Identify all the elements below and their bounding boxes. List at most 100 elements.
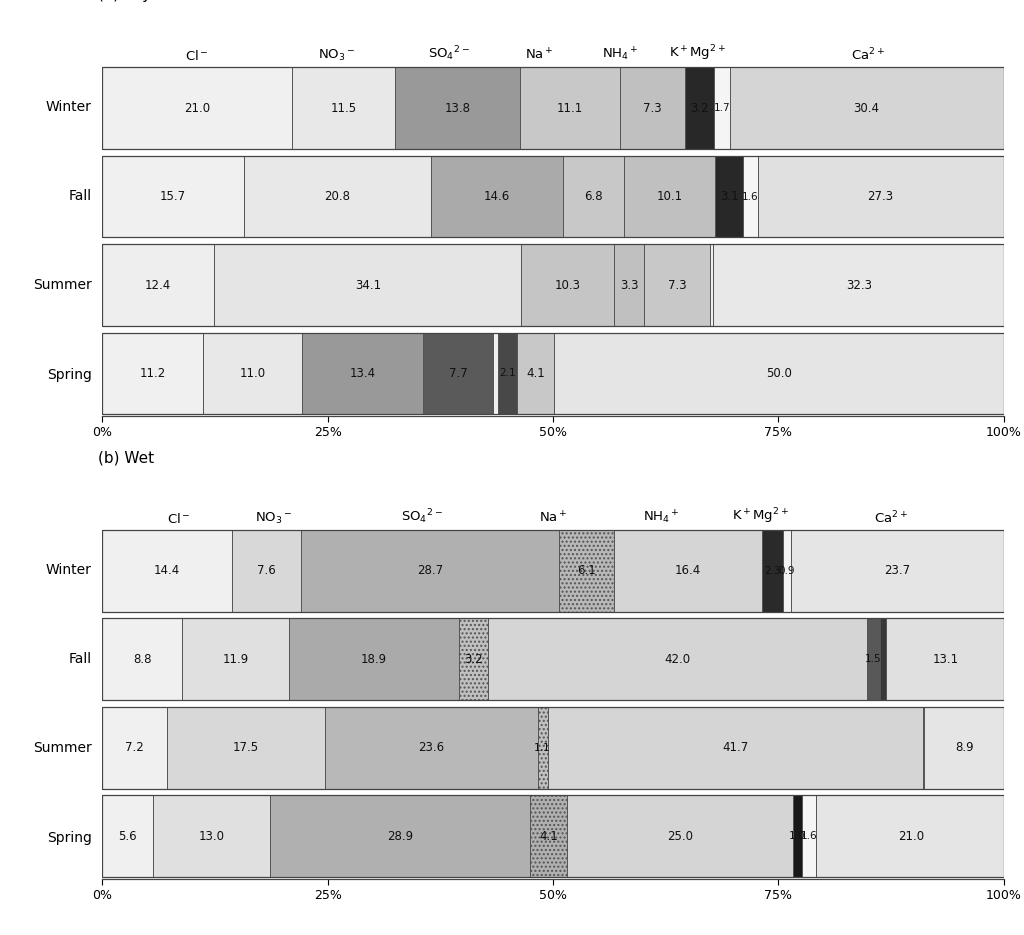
Text: 3.1: 3.1 bbox=[720, 190, 738, 203]
Text: Spring: Spring bbox=[47, 830, 91, 844]
Text: 21.0: 21.0 bbox=[898, 829, 924, 842]
Text: Ca$^{2+}$: Ca$^{2+}$ bbox=[873, 510, 908, 525]
Text: Winter: Winter bbox=[46, 563, 91, 577]
Text: 11.2: 11.2 bbox=[139, 367, 166, 380]
Bar bbox=[793, 796, 802, 877]
Bar bbox=[685, 67, 715, 149]
Text: 8.8: 8.8 bbox=[133, 653, 152, 666]
Text: 20.8: 20.8 bbox=[325, 190, 350, 203]
Text: 15.7: 15.7 bbox=[160, 190, 186, 203]
Text: 14.6: 14.6 bbox=[484, 190, 510, 203]
Text: Summer: Summer bbox=[33, 279, 91, 293]
Bar bbox=[791, 530, 1005, 611]
Text: 3.2: 3.2 bbox=[690, 102, 710, 115]
Bar bbox=[102, 244, 214, 326]
Bar bbox=[567, 796, 793, 877]
Text: 4.1: 4.1 bbox=[526, 367, 545, 380]
Text: 8.9: 8.9 bbox=[955, 741, 974, 755]
Text: Winter: Winter bbox=[46, 100, 91, 114]
Text: 0.9: 0.9 bbox=[778, 566, 795, 576]
Text: 7.7: 7.7 bbox=[449, 367, 467, 380]
Bar bbox=[102, 530, 1004, 611]
Text: NH$_4$$^+$: NH$_4$$^+$ bbox=[643, 509, 679, 525]
Bar bbox=[554, 333, 1005, 414]
Text: 5.6: 5.6 bbox=[119, 829, 137, 842]
Text: 1.5: 1.5 bbox=[865, 654, 882, 665]
Bar bbox=[715, 155, 743, 237]
Text: 2.3: 2.3 bbox=[764, 566, 780, 576]
Bar bbox=[244, 155, 431, 237]
Text: 42.0: 42.0 bbox=[665, 653, 690, 666]
Bar bbox=[782, 530, 791, 611]
Bar bbox=[644, 244, 710, 326]
Text: 3.3: 3.3 bbox=[620, 279, 638, 292]
Text: 25.0: 25.0 bbox=[667, 829, 693, 842]
Text: 11.1: 11.1 bbox=[556, 102, 583, 115]
Text: Cl$^-$: Cl$^-$ bbox=[167, 511, 190, 525]
Bar bbox=[102, 333, 204, 414]
Text: 23.6: 23.6 bbox=[418, 741, 444, 755]
Text: 14.4: 14.4 bbox=[155, 565, 180, 578]
Text: 11.0: 11.0 bbox=[240, 367, 266, 380]
Text: (b) Wet: (b) Wet bbox=[98, 450, 154, 466]
Bar bbox=[517, 333, 554, 414]
Text: NO$_3$$^-$: NO$_3$$^-$ bbox=[255, 511, 292, 525]
Bar bbox=[925, 707, 1005, 789]
Text: 11.5: 11.5 bbox=[331, 102, 356, 115]
Bar bbox=[102, 707, 167, 789]
Bar bbox=[625, 155, 715, 237]
Bar bbox=[431, 155, 563, 237]
Text: 6.1: 6.1 bbox=[578, 565, 596, 578]
Text: Summer: Summer bbox=[33, 741, 91, 755]
Text: Na$^+$: Na$^+$ bbox=[539, 511, 567, 525]
Bar bbox=[816, 796, 1006, 877]
Text: 7.6: 7.6 bbox=[257, 565, 275, 578]
Bar bbox=[325, 707, 538, 789]
Text: 4.1: 4.1 bbox=[540, 829, 558, 842]
Bar bbox=[802, 796, 816, 877]
Text: 16.4: 16.4 bbox=[675, 565, 701, 578]
Text: 30.4: 30.4 bbox=[854, 102, 880, 115]
Text: Ca$^{2+}$: Ca$^{2+}$ bbox=[851, 47, 886, 63]
Bar bbox=[548, 707, 924, 789]
Text: 41.7: 41.7 bbox=[722, 741, 749, 755]
Text: 1.7: 1.7 bbox=[714, 103, 730, 113]
Text: 10.1: 10.1 bbox=[656, 190, 683, 203]
Bar bbox=[530, 796, 567, 877]
Bar bbox=[614, 244, 644, 326]
Text: 1.6: 1.6 bbox=[742, 192, 759, 202]
Text: 1.1: 1.1 bbox=[535, 742, 551, 753]
Bar bbox=[758, 155, 1004, 237]
Text: 6.8: 6.8 bbox=[585, 190, 603, 203]
Bar bbox=[519, 67, 620, 149]
Text: Na$^+$: Na$^+$ bbox=[525, 48, 554, 63]
Text: 7.2: 7.2 bbox=[126, 741, 144, 755]
Text: 7.3: 7.3 bbox=[643, 102, 662, 115]
Text: 13.8: 13.8 bbox=[444, 102, 470, 115]
Bar bbox=[214, 244, 521, 326]
Bar bbox=[880, 618, 887, 700]
Text: 32.3: 32.3 bbox=[846, 279, 871, 292]
Bar bbox=[762, 530, 782, 611]
Bar bbox=[714, 244, 1005, 326]
Text: SO$_4$$^{2-}$: SO$_4$$^{2-}$ bbox=[401, 507, 443, 525]
Bar bbox=[232, 530, 301, 611]
Bar bbox=[301, 530, 559, 611]
Bar bbox=[866, 618, 880, 700]
Bar bbox=[102, 67, 292, 149]
Bar bbox=[887, 618, 1005, 700]
Bar bbox=[181, 618, 289, 700]
Text: 28.9: 28.9 bbox=[387, 829, 414, 842]
Bar bbox=[488, 618, 866, 700]
Bar bbox=[521, 244, 614, 326]
Bar bbox=[459, 618, 488, 700]
Bar bbox=[423, 333, 493, 414]
Text: K$^+$Mg$^{2+}$: K$^+$Mg$^{2+}$ bbox=[669, 43, 726, 63]
Bar bbox=[102, 618, 181, 700]
Text: 50.0: 50.0 bbox=[766, 367, 793, 380]
Bar bbox=[102, 618, 1004, 700]
Bar bbox=[102, 796, 1004, 877]
Text: K$^+$Mg$^{2+}$: K$^+$Mg$^{2+}$ bbox=[732, 506, 788, 525]
Bar bbox=[729, 67, 1004, 149]
Text: NO$_3$$^-$: NO$_3$$^-$ bbox=[318, 48, 355, 63]
